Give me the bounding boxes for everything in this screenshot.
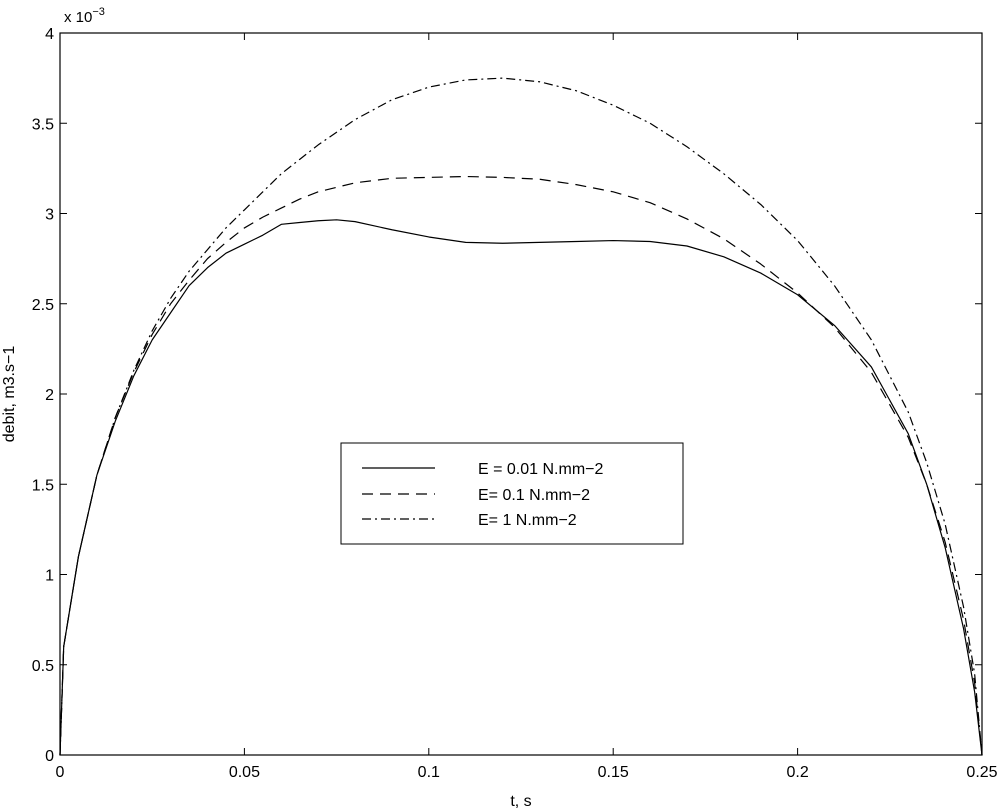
y-multiplier-label: x 10−3	[64, 6, 105, 26]
y-tick-label: 1.5	[32, 477, 54, 494]
y-tick-label: 4	[45, 26, 54, 43]
y-tick-label: 3.5	[32, 116, 54, 133]
legend: E = 0.01 N.mm−2 E= 0.1 N.mm−2 E= 1 N.mm−…	[340, 442, 684, 545]
series-line-3	[59, 77, 983, 756]
x-tick-label: 0.1	[418, 764, 440, 781]
x-tick-label: 0	[56, 764, 65, 781]
y-tick-label: 2	[45, 387, 54, 404]
y-tick-label: 1	[45, 568, 54, 585]
x-tick-label: 0.2	[786, 764, 808, 781]
x-tick-label: 0.25	[966, 764, 997, 781]
legend-label-series-1: E = 0.01 N.mm−2	[478, 461, 603, 478]
x-tick-label: 0.15	[598, 764, 629, 781]
series-layer	[59, 77, 983, 756]
y-axis-label: debit, m3.s−1	[1, 346, 18, 443]
series-line-1	[59, 219, 983, 756]
tick-labels-layer: 0 0.05 0.1 0.15 0.2 0.25 0 0.5 1 1.5 2 2.5 3 3.5 4	[32, 26, 998, 781]
y-multiplier-exponent: −3	[92, 6, 105, 18]
y-tick-label: 2.5	[32, 297, 54, 314]
x-axis-label: t, s	[510, 793, 531, 810]
y-tick-label: 0	[45, 748, 54, 765]
y-tick-label: 0.5	[32, 658, 54, 675]
series-line-2	[59, 175, 983, 756]
x-tick-label: 0.05	[229, 764, 260, 781]
ticks-layer	[59, 32, 983, 756]
y-tick-label: 3	[45, 207, 54, 224]
legend-label-series-3: E= 1 N.mm−2	[478, 512, 577, 529]
legend-label-series-2: E= 0.1 N.mm−2	[478, 487, 590, 504]
